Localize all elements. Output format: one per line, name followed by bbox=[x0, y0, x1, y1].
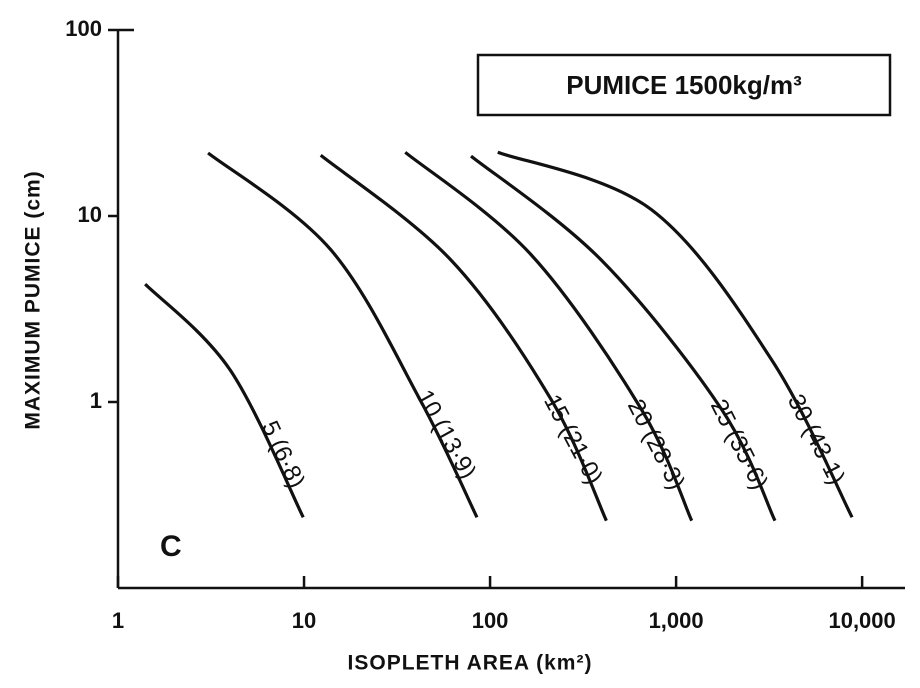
curve-label: 5 (6·8) bbox=[256, 417, 310, 492]
legend-box bbox=[476, 53, 892, 117]
y-tick-label: 10 bbox=[78, 202, 102, 227]
curve-label: 25 (35·6) bbox=[705, 395, 773, 494]
annotation-box: PUMICE 1500kg/m³ bbox=[566, 70, 802, 100]
curve bbox=[319, 154, 608, 522]
curve-label: 20 (28·3) bbox=[622, 395, 690, 494]
curve bbox=[470, 154, 777, 522]
curve bbox=[404, 151, 694, 522]
curve bbox=[207, 151, 479, 518]
x-tick-label: 100 bbox=[472, 608, 509, 633]
curve-label: 30 (43·1) bbox=[782, 390, 850, 489]
x-tick-label: 1,000 bbox=[649, 608, 704, 633]
x-axis-label: ISOPLETH AREA (km²) bbox=[348, 652, 593, 675]
x-tick-label: 1 bbox=[112, 608, 124, 633]
x-tick-label: 10,000 bbox=[828, 608, 895, 633]
y-tick-label: 100 bbox=[65, 16, 102, 41]
curve bbox=[144, 283, 305, 518]
y-axis-label: MAXIMUM PUMICE (cm) bbox=[22, 170, 45, 429]
panel-label: C bbox=[160, 530, 182, 563]
curve bbox=[497, 150, 854, 519]
y-tick-label: 1 bbox=[90, 388, 102, 413]
x-tick-label: 10 bbox=[292, 608, 316, 633]
curve-label: 10 (13·9) bbox=[411, 385, 482, 483]
curve-label: 15 (21·0) bbox=[538, 390, 608, 489]
